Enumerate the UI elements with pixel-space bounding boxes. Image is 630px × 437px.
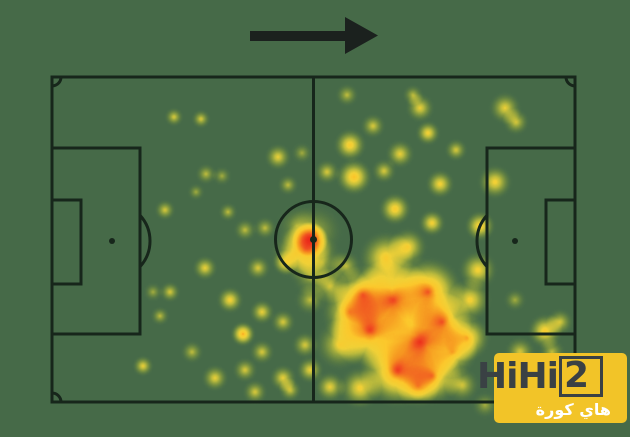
- penalty-arc-left: [138, 214, 152, 268]
- penalty-area-left: [50, 146, 142, 336]
- right-arrow-shape: [250, 17, 378, 54]
- center-circle: [274, 200, 353, 279]
- center-spot: [310, 236, 317, 243]
- attack-direction-arrow-icon: [250, 17, 378, 54]
- brand-name: HiHi 2: [477, 355, 603, 398]
- brand-boxed-digit: 2: [558, 356, 603, 398]
- brand-prefix: HiHi: [477, 355, 559, 397]
- penalty-spot-left: [109, 238, 115, 244]
- penalty-arc-right: [475, 214, 489, 268]
- goal-area-right: [544, 198, 577, 286]
- brand-tagline: هاي كورة: [535, 400, 611, 420]
- penalty-spot-right: [512, 238, 518, 244]
- corner-arc-top-right: [564, 76, 576, 88]
- corner-arc-top-left: [51, 76, 63, 88]
- hihi2-watermark: HiHi 2 هاي كورة: [477, 353, 627, 423]
- corner-arc-bottom-left: [51, 391, 63, 403]
- penalty-area-right: [485, 146, 577, 336]
- goal-area-left: [50, 198, 83, 286]
